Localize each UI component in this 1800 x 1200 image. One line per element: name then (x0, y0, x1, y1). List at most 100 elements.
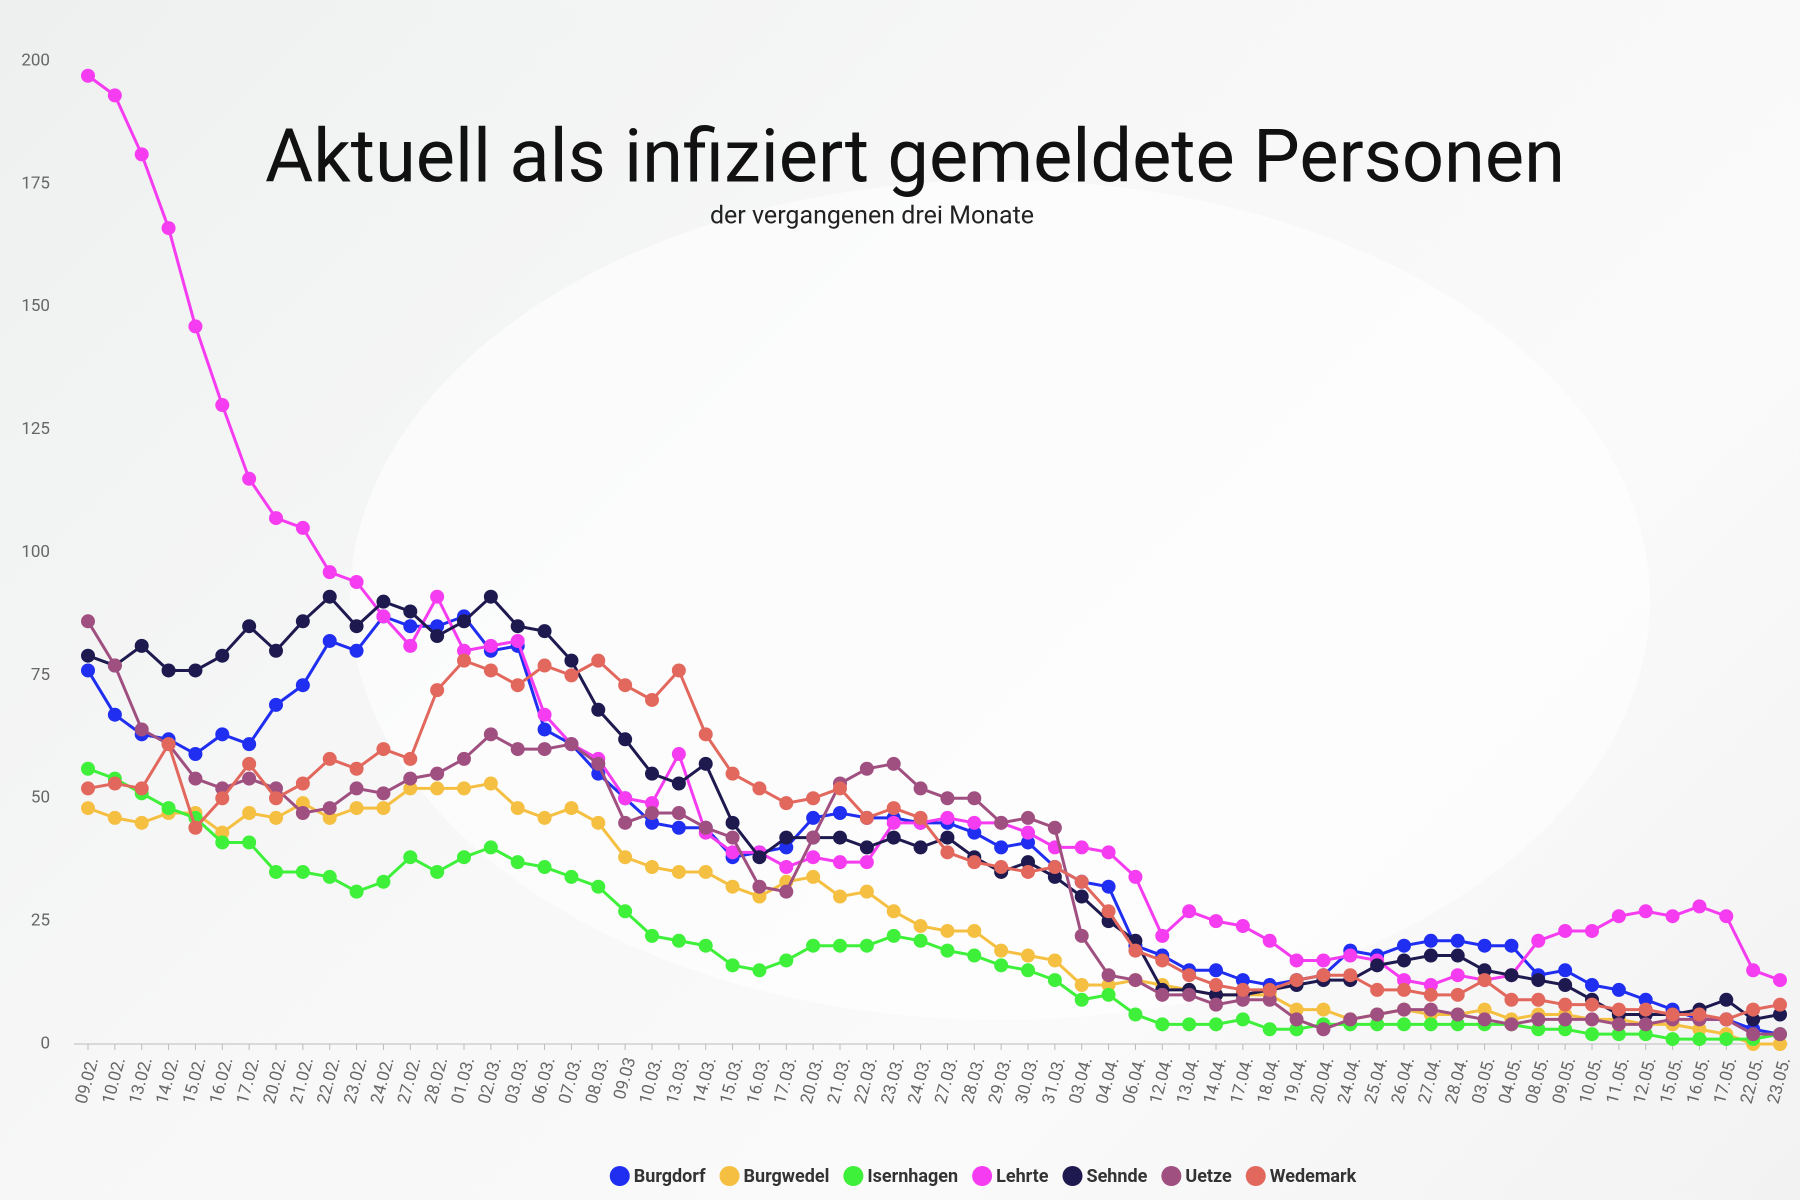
point (940, 845, 955, 860)
point (215, 648, 230, 663)
point (1128, 1007, 1143, 1022)
point (295, 614, 310, 629)
point (833, 889, 847, 904)
legend-label: Burgwedel (744, 1166, 830, 1187)
point (1504, 1017, 1519, 1032)
point (483, 663, 498, 678)
point (403, 638, 418, 653)
point (1182, 987, 1197, 1002)
point (671, 663, 686, 678)
point (886, 815, 901, 830)
legend: Burgdorf Burgwedel Isernhagen Lehrte Sehnde U… (609, 1166, 1357, 1187)
point (295, 678, 310, 693)
x-tick-label: 09.03 (610, 1055, 640, 1101)
point (295, 796, 310, 811)
chart-title: Aktuell als infiziert gemeldete Personen (265, 114, 1565, 201)
point (1343, 1012, 1358, 1027)
point (81, 761, 95, 776)
point (1692, 1032, 1707, 1047)
point (376, 801, 391, 816)
point (107, 88, 122, 103)
point (430, 766, 445, 781)
point (188, 663, 203, 678)
point (967, 948, 982, 963)
point (457, 653, 471, 668)
point (215, 825, 230, 840)
point (1074, 840, 1089, 855)
line (86, 614, 1781, 1036)
point (349, 643, 364, 658)
point (618, 850, 633, 865)
point (537, 624, 552, 639)
point (886, 928, 901, 943)
point (645, 796, 659, 811)
point (1450, 968, 1465, 983)
y-tick-label: 0 (40, 1033, 50, 1053)
point (322, 869, 337, 884)
point (671, 776, 686, 791)
point (1370, 1017, 1385, 1032)
point (1423, 1002, 1438, 1017)
point (295, 520, 310, 535)
point (645, 805, 659, 820)
point (779, 860, 794, 875)
point (295, 805, 310, 820)
point (806, 830, 821, 845)
point (913, 933, 928, 948)
point (618, 904, 633, 919)
point (1316, 968, 1331, 983)
point (1182, 1017, 1197, 1032)
point (859, 938, 874, 953)
point (859, 884, 874, 899)
point (1262, 992, 1277, 1007)
point (457, 614, 471, 629)
point (698, 727, 713, 742)
point (1343, 948, 1358, 963)
point (1316, 1022, 1331, 1037)
point (859, 761, 874, 776)
point (833, 805, 847, 820)
point (1235, 992, 1250, 1007)
point (886, 904, 901, 919)
point (537, 707, 552, 722)
point (967, 923, 982, 938)
point (940, 923, 955, 938)
point (430, 619, 445, 634)
point (1021, 963, 1035, 978)
point (1289, 1002, 1304, 1017)
point (1611, 1002, 1626, 1017)
point (591, 756, 606, 771)
point (403, 619, 418, 634)
point (1638, 1002, 1653, 1017)
legend-marker (1245, 1166, 1266, 1186)
point (430, 781, 445, 796)
legend-label: Wedemark (1270, 1166, 1357, 1187)
point (618, 678, 633, 693)
y-tick-label: 100 (21, 542, 50, 562)
point (725, 879, 740, 894)
legend-marker (1161, 1166, 1182, 1186)
point (806, 938, 821, 953)
point (779, 830, 794, 845)
point (1585, 997, 1599, 1012)
point (1585, 923, 1599, 938)
point (510, 855, 525, 870)
point (269, 697, 283, 712)
point (1423, 948, 1438, 963)
point (1719, 1032, 1734, 1047)
point (806, 850, 821, 865)
point (913, 919, 928, 934)
point (698, 938, 713, 953)
point (1611, 909, 1626, 924)
point (1397, 1002, 1411, 1017)
point (1773, 1037, 1787, 1051)
point (1477, 1012, 1492, 1027)
point (403, 604, 418, 619)
point (161, 221, 176, 236)
point (295, 864, 310, 879)
y-tick-label: 125 (21, 419, 50, 439)
point (1477, 963, 1492, 978)
point (215, 398, 230, 413)
y-tick-label: 50 (31, 788, 50, 808)
point (806, 810, 821, 825)
